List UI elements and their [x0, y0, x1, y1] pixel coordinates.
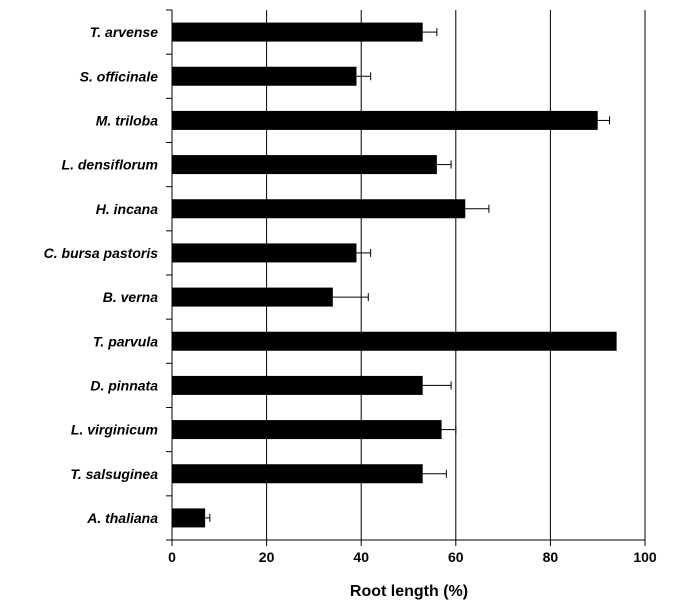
grid-layer [267, 10, 645, 540]
category-label-d-pinnata: D. pinnata [90, 377, 158, 393]
bar-m-triloba [172, 111, 598, 130]
bar-t-parvula [172, 332, 617, 351]
x-tick-label-0: 0 [168, 549, 176, 565]
bar-a-thaliana [172, 508, 205, 527]
category-label-l-virginicum: L. virginicum [71, 422, 158, 438]
bar-c-bursa-pastoris [172, 243, 356, 262]
category-label-m-triloba: M. triloba [96, 112, 158, 128]
category-label-t-arvense: T. arvense [90, 24, 158, 40]
x-tick-label-40: 40 [353, 549, 369, 565]
bar-l-densiflorum [172, 155, 437, 174]
bar-h-incana [172, 199, 465, 218]
category-label-t-salsuginea: T. salsuginea [70, 466, 158, 482]
bar-t-arvense [172, 23, 423, 42]
x-axis-title: Root length (%) [350, 583, 468, 600]
x-tick-label-100: 100 [633, 549, 657, 565]
label-layer: 0 20 40 60 80 100 T. arvense S. officinale M. tr… [44, 24, 657, 565]
category-label-a-thaliana: A. thaliana [86, 510, 158, 526]
category-label-b-verna: B. verna [103, 289, 158, 305]
bar-s-officinale [172, 67, 356, 86]
x-tick-label-80: 80 [543, 549, 559, 565]
category-label-c-bursa-pastoris: C. bursa pastoris [44, 245, 159, 261]
bar-d-pinnata [172, 376, 423, 395]
x-tick-label-60: 60 [448, 549, 464, 565]
category-label-h-incana: H. incana [96, 201, 158, 217]
x-tick-label-20: 20 [259, 549, 275, 565]
bar-b-verna [172, 288, 333, 307]
category-label-l-densiflorum: L. densiflorum [62, 157, 158, 173]
bar-l-virginicum [172, 420, 442, 439]
bar-t-salsuginea [172, 464, 423, 483]
category-label-s-officinale: S. officinale [80, 68, 159, 84]
category-label-t-parvula: T. parvula [93, 333, 158, 349]
